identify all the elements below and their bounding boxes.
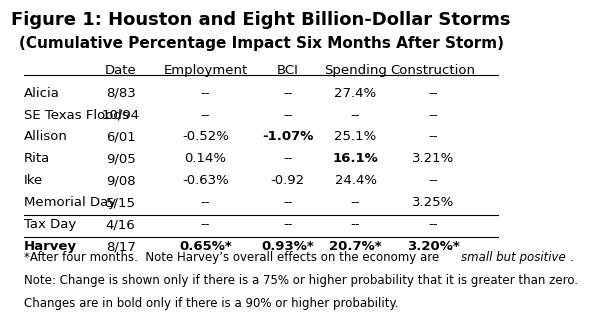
Text: Tax Day: Tax Day bbox=[24, 218, 76, 231]
Text: --: -- bbox=[283, 109, 292, 121]
Text: -0.52%: -0.52% bbox=[182, 131, 229, 143]
Text: Spending: Spending bbox=[324, 64, 387, 77]
Text: Memorial Day: Memorial Day bbox=[24, 196, 116, 209]
Text: --: -- bbox=[201, 196, 210, 209]
Text: (Cumulative Percentage Impact Six Months After Storm): (Cumulative Percentage Impact Six Months… bbox=[19, 36, 504, 51]
Text: 10/94: 10/94 bbox=[102, 109, 140, 121]
Text: 0.65%*: 0.65%* bbox=[179, 240, 232, 253]
Text: 27.4%: 27.4% bbox=[334, 87, 377, 100]
Text: 3.20%*: 3.20%* bbox=[407, 240, 459, 253]
Text: 9/08: 9/08 bbox=[106, 174, 135, 187]
Text: Ike: Ike bbox=[24, 174, 43, 187]
Text: 6/01: 6/01 bbox=[106, 131, 135, 143]
Text: 9/05: 9/05 bbox=[106, 152, 135, 165]
Text: Construction: Construction bbox=[391, 64, 476, 77]
Text: 5/15: 5/15 bbox=[105, 196, 136, 209]
Text: 16.1%: 16.1% bbox=[332, 152, 379, 165]
Text: Allison: Allison bbox=[24, 131, 68, 143]
Text: 20.7%*: 20.7%* bbox=[329, 240, 382, 253]
Text: --: -- bbox=[283, 87, 292, 100]
Text: 0.14%: 0.14% bbox=[184, 152, 226, 165]
Text: Changes are in bold only if there is a 90% or higher probability.: Changes are in bold only if there is a 9… bbox=[24, 297, 398, 310]
Text: --: -- bbox=[351, 218, 360, 231]
Text: --: -- bbox=[201, 109, 210, 121]
Text: --: -- bbox=[428, 131, 438, 143]
Text: -1.07%: -1.07% bbox=[262, 131, 313, 143]
Text: SE Texas Floods: SE Texas Floods bbox=[24, 109, 129, 121]
Text: Alicia: Alicia bbox=[24, 87, 60, 100]
Text: --: -- bbox=[428, 174, 438, 187]
Text: -0.92: -0.92 bbox=[271, 174, 305, 187]
Text: --: -- bbox=[283, 218, 292, 231]
Text: 24.4%: 24.4% bbox=[334, 174, 377, 187]
Text: -0.63%: -0.63% bbox=[182, 174, 229, 187]
Text: 0.93%*: 0.93%* bbox=[261, 240, 314, 253]
Text: Figure 1: Houston and Eight Billion-Dollar Storms: Figure 1: Houston and Eight Billion-Doll… bbox=[11, 11, 511, 28]
Text: --: -- bbox=[201, 87, 210, 100]
Text: 8/17: 8/17 bbox=[106, 240, 135, 253]
Text: Rita: Rita bbox=[24, 152, 50, 165]
Text: --: -- bbox=[428, 218, 438, 231]
Text: 3.21%: 3.21% bbox=[412, 152, 454, 165]
Text: Employment: Employment bbox=[164, 64, 247, 77]
Text: 4/16: 4/16 bbox=[106, 218, 135, 231]
Text: --: -- bbox=[351, 109, 360, 121]
Text: 8/83: 8/83 bbox=[106, 87, 135, 100]
Text: --: -- bbox=[351, 196, 360, 209]
Text: 3.25%: 3.25% bbox=[412, 196, 454, 209]
Text: --: -- bbox=[283, 196, 292, 209]
Text: .: . bbox=[570, 251, 574, 264]
Text: 25.1%: 25.1% bbox=[334, 131, 377, 143]
Text: --: -- bbox=[428, 87, 438, 100]
Text: --: -- bbox=[428, 109, 438, 121]
Text: BCI: BCI bbox=[277, 64, 299, 77]
Text: Harvey: Harvey bbox=[24, 240, 77, 253]
Text: *After four months.  Note Harvey’s overall effects on the economy are: *After four months. Note Harvey’s overal… bbox=[24, 251, 443, 264]
Text: small but positive: small but positive bbox=[461, 251, 565, 264]
Text: --: -- bbox=[201, 218, 210, 231]
Text: Date: Date bbox=[105, 64, 137, 77]
Text: Note: Change is shown only if there is a 75% or higher probability that it is gr: Note: Change is shown only if there is a… bbox=[24, 274, 578, 287]
Text: --: -- bbox=[283, 152, 292, 165]
